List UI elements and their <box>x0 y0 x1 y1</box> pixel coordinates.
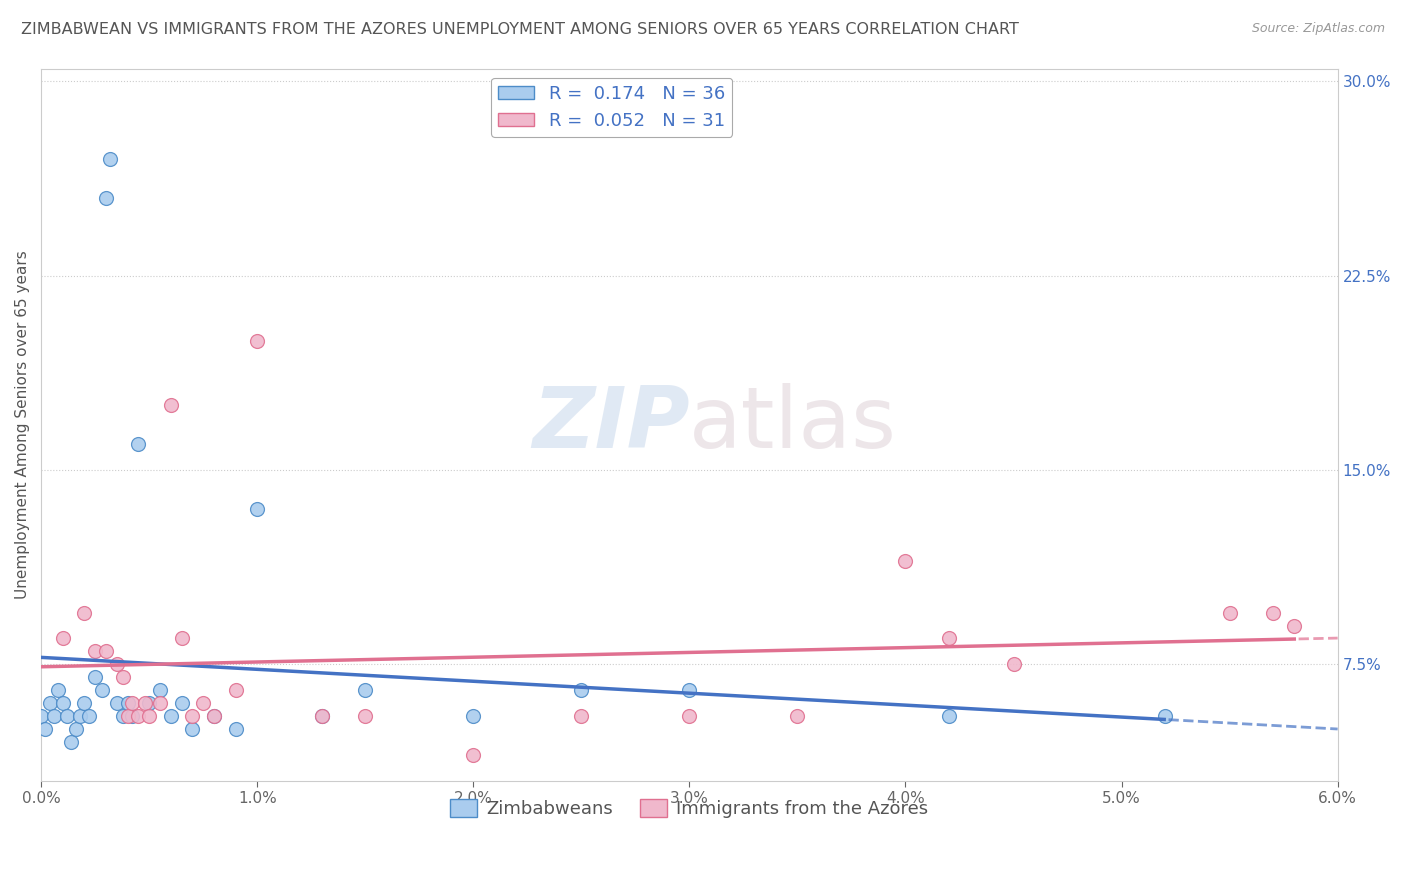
Point <box>52 632 75 646</box>
Point <box>60 735 83 749</box>
Point <box>938 632 960 646</box>
Point <box>311 709 333 723</box>
Point <box>354 709 377 723</box>
Point <box>94 191 117 205</box>
Text: ZIP: ZIP <box>531 384 689 467</box>
Point <box>127 709 149 723</box>
Point <box>569 709 592 723</box>
Point <box>56 709 79 723</box>
Point <box>678 683 700 698</box>
Point <box>159 398 181 412</box>
Point <box>181 709 204 723</box>
Text: ZIMBABWEAN VS IMMIGRANTS FROM THE AZORES UNEMPLOYMENT AMONG SENIORS OVER 65 YEAR: ZIMBABWEAN VS IMMIGRANTS FROM THE AZORES… <box>21 22 1019 37</box>
Point <box>121 696 143 710</box>
Point <box>48 683 70 698</box>
Point <box>1284 618 1306 632</box>
Point <box>202 709 225 723</box>
Point <box>463 748 485 763</box>
Point <box>202 709 225 723</box>
Point <box>127 437 149 451</box>
Point <box>138 696 160 710</box>
Point <box>112 709 135 723</box>
Point <box>894 554 917 568</box>
Legend: Zimbabweans, Immigrants from the Azores: Zimbabweans, Immigrants from the Azores <box>443 791 935 825</box>
Point <box>38 696 60 710</box>
Point <box>105 696 128 710</box>
Point <box>225 722 247 736</box>
Point <box>105 657 128 672</box>
Point <box>84 644 107 658</box>
Point <box>1219 606 1241 620</box>
Point <box>30 709 52 723</box>
Point <box>117 709 139 723</box>
Point <box>138 709 160 723</box>
Point <box>98 152 121 166</box>
Point <box>84 670 107 684</box>
Point <box>90 683 112 698</box>
Point <box>65 722 87 736</box>
Text: Source: ZipAtlas.com: Source: ZipAtlas.com <box>1251 22 1385 36</box>
Point <box>225 683 247 698</box>
Point <box>311 709 333 723</box>
Point <box>149 696 172 710</box>
Point <box>181 722 204 736</box>
Point <box>73 606 96 620</box>
Point <box>77 709 100 723</box>
Point <box>463 709 485 723</box>
Point <box>193 696 215 710</box>
Point <box>159 709 181 723</box>
Point <box>69 709 91 723</box>
Point <box>678 709 700 723</box>
Y-axis label: Unemployment Among Seniors over 65 years: Unemployment Among Seniors over 65 years <box>15 251 30 599</box>
Point <box>121 709 143 723</box>
Point <box>117 696 139 710</box>
Point <box>52 696 75 710</box>
Point <box>1002 657 1025 672</box>
Point <box>246 334 269 348</box>
Point <box>1153 709 1175 723</box>
Point <box>246 502 269 516</box>
Point <box>1261 606 1284 620</box>
Point <box>94 644 117 658</box>
Point <box>170 696 193 710</box>
Point <box>149 683 172 698</box>
Point <box>42 709 65 723</box>
Point <box>569 683 592 698</box>
Point <box>938 709 960 723</box>
Point <box>786 709 808 723</box>
Point <box>112 670 135 684</box>
Point <box>73 696 96 710</box>
Point <box>354 683 377 698</box>
Point <box>170 632 193 646</box>
Text: atlas: atlas <box>689 384 897 467</box>
Point <box>34 722 56 736</box>
Point <box>134 696 156 710</box>
